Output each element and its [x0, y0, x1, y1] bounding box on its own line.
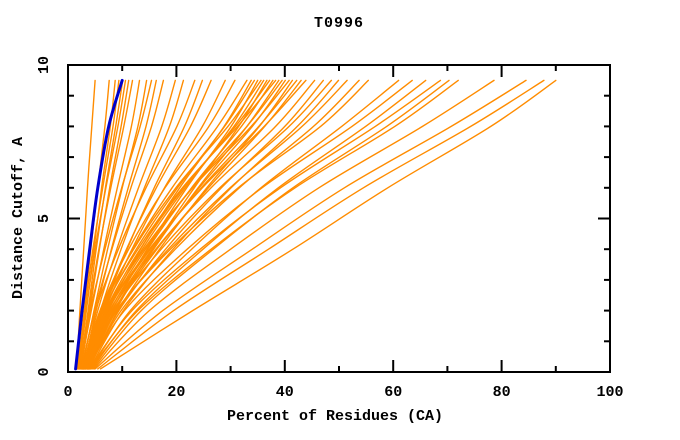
model-curve	[97, 79, 545, 370]
model-curve	[82, 79, 157, 370]
model-curve	[84, 79, 369, 370]
model-curve	[93, 79, 495, 370]
model-curve	[86, 79, 413, 370]
highlight-curve	[74, 78, 124, 371]
model-curve	[79, 79, 141, 370]
x-tick-label: 20	[167, 384, 185, 401]
model-curve	[99, 79, 557, 370]
model-curve	[88, 79, 442, 370]
y-tick-label: 10	[36, 56, 53, 74]
model-curve	[80, 79, 165, 370]
model-curve	[76, 79, 96, 370]
chart-title: T0996	[314, 15, 364, 32]
x-tick-label: 40	[276, 384, 294, 401]
model-curve	[81, 79, 262, 370]
y-tick-labels: 0 5 10	[36, 56, 53, 377]
x-tick-labels: 0 20 40 60 80 100	[63, 384, 623, 401]
model-curve	[83, 79, 307, 370]
model-curve	[89, 79, 459, 370]
model-curve	[86, 79, 348, 370]
model-curve	[94, 79, 527, 370]
model-curve	[87, 79, 324, 370]
model-curve	[85, 79, 316, 370]
x-tick-label: 100	[596, 384, 623, 401]
x-tick-label: 80	[493, 384, 511, 401]
x-axis-label: Percent of Residues (CA)	[227, 408, 443, 425]
model-curve	[82, 79, 256, 370]
model-curve	[77, 79, 127, 370]
model-curve	[81, 79, 277, 370]
y-tick-label: 0	[36, 367, 53, 376]
y-tick-label: 5	[36, 214, 53, 223]
model-curve	[81, 79, 176, 370]
model-curve	[84, 79, 333, 370]
model-curve	[76, 79, 120, 370]
x-tick-label: 0	[63, 384, 72, 401]
model-curve	[81, 79, 236, 370]
model-curve	[79, 79, 153, 370]
series-lines	[74, 78, 557, 371]
y-axis-label: Distance Cutoff, A	[10, 137, 27, 299]
axis-ticks	[67, 64, 611, 373]
model-curve	[80, 79, 196, 370]
model-curve	[90, 79, 400, 370]
model-curve	[87, 79, 360, 370]
model-curve	[78, 79, 134, 370]
x-tick-label: 60	[384, 384, 402, 401]
model-curve	[82, 79, 290, 370]
